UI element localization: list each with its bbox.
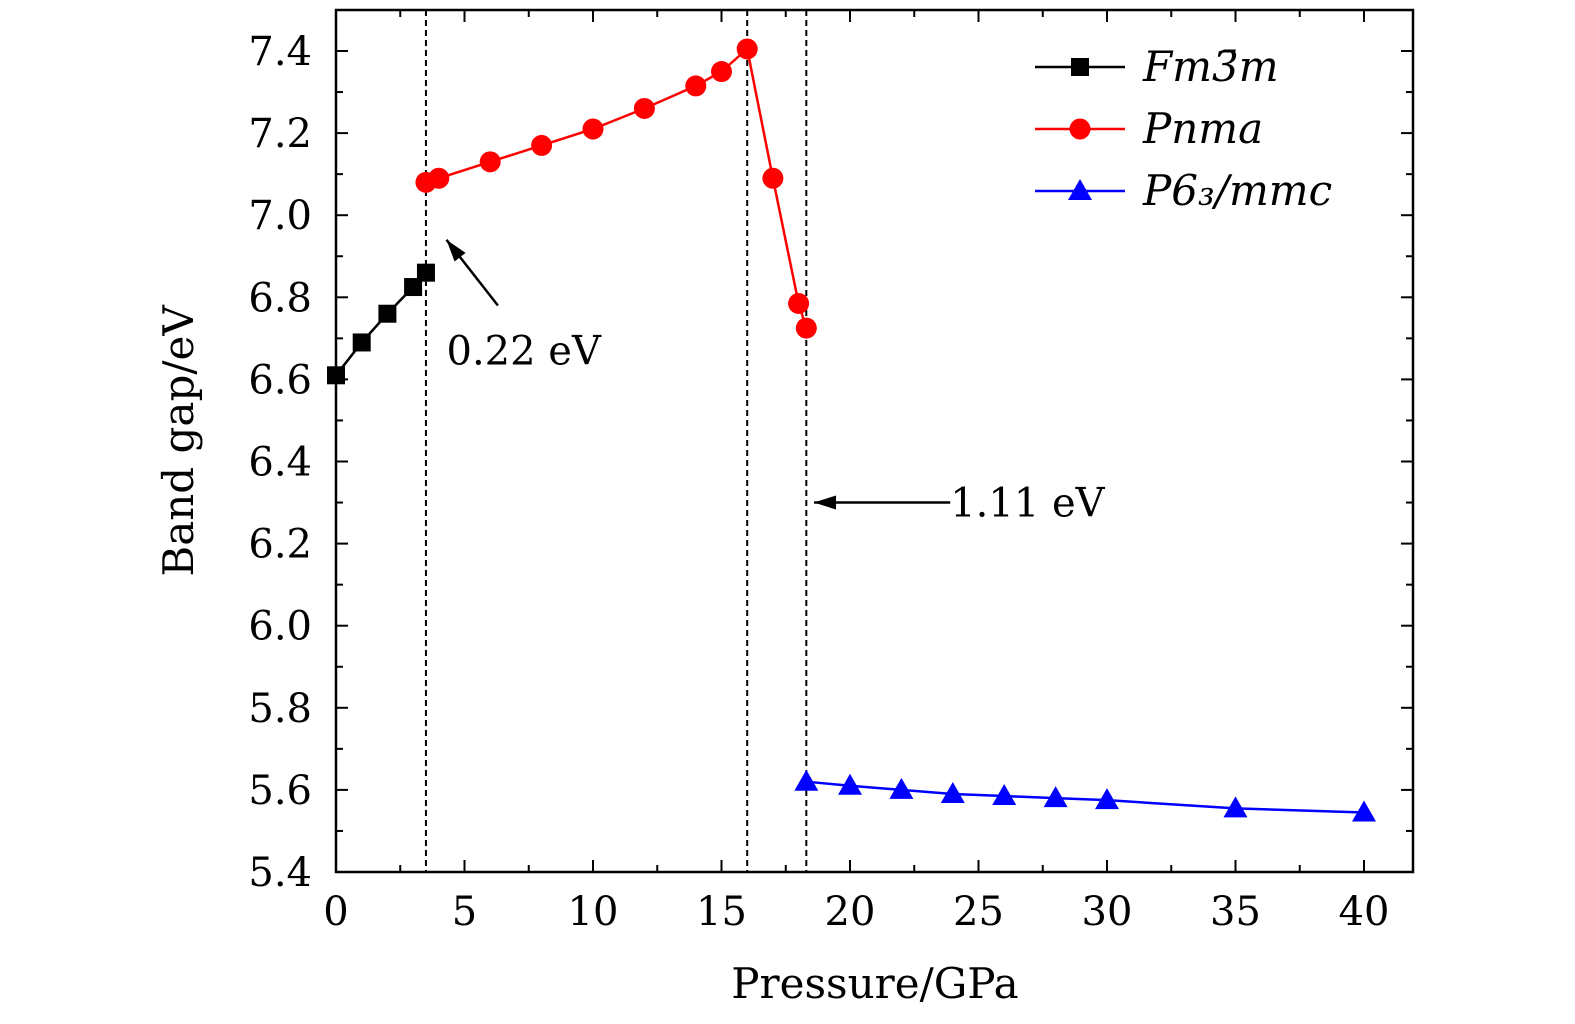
data-point (736, 38, 758, 60)
x-tick-label: 35 (1210, 889, 1261, 935)
legend-marker (1071, 58, 1089, 76)
x-tick-label: 15 (696, 889, 747, 935)
data-point (1095, 788, 1119, 810)
series-1 (415, 38, 817, 339)
y-tick-label: 5.8 (248, 686, 312, 732)
series-2 (794, 769, 1376, 822)
legend-label: P6₃/mmc (1142, 166, 1332, 215)
y-tick-label: 7.2 (248, 111, 312, 157)
data-point (794, 769, 819, 791)
annotation-arrow-head (814, 495, 837, 510)
x-tick-label: 25 (953, 889, 1004, 935)
data-point (479, 151, 501, 173)
data-point (404, 278, 423, 297)
data-point (633, 97, 655, 119)
y-tick-label: 5.4 (248, 850, 312, 896)
y-axis-ticks: 5.4 5.6 5.8 6.0 6.2 6.4 6.6 6.8 7.0 7.2 7.4 (248, 29, 1413, 896)
series-line (806, 780, 1365, 814)
data-point (531, 134, 553, 156)
data-point (762, 167, 784, 189)
data-point (992, 784, 1017, 806)
legend-marker (1068, 179, 1092, 200)
x-tick-label: 5 (452, 889, 477, 935)
y-axis-title: Band gap/eV (154, 305, 203, 577)
y-tick-label: 6.2 (248, 522, 312, 568)
data-point (378, 304, 397, 323)
legend: Fm3̄m Pnma P6₃/mmc (1035, 42, 1332, 215)
data-point (428, 167, 450, 189)
annotation-label: 1.11 eV (950, 481, 1105, 527)
y-tick-label: 6.4 (248, 440, 312, 486)
y-tick-label: 5.6 (248, 768, 312, 814)
data-point (582, 118, 604, 140)
phase-boundary-lines (424, 10, 808, 872)
data-point (940, 782, 965, 804)
annotations: 0.22 eV 1.11 eV (445, 239, 1106, 527)
annotation-label: 0.22 eV (447, 329, 602, 375)
data-point (889, 777, 914, 799)
annotation-arrow-head (446, 239, 466, 262)
data-point (711, 61, 732, 83)
x-tick-label: 40 (1339, 889, 1390, 935)
y-tick-label: 6.6 (248, 357, 312, 403)
data-point (685, 75, 707, 97)
x-tick-label: 10 (568, 889, 619, 935)
data-point (1352, 800, 1376, 822)
data-point (795, 317, 817, 339)
x-tick-label: 30 (1082, 889, 1133, 935)
x-axis-ticks: 0 5 10 15 20 25 30 35 40 (323, 10, 1389, 935)
x-tick-label: 20 (825, 889, 876, 935)
data-point (1043, 786, 1068, 808)
data-point (352, 333, 371, 352)
y-tick-label: 6.8 (248, 275, 312, 321)
x-tick-label: 0 (323, 889, 348, 935)
plot-frame (334, 8, 1415, 874)
data-point (838, 773, 862, 795)
plot-series (327, 38, 1376, 822)
legend-marker (1069, 118, 1091, 140)
x-axis-title: Pressure/GPa (731, 959, 1018, 1008)
legend-label: Pnma (1142, 104, 1263, 153)
data-point (788, 292, 810, 314)
data-point (416, 263, 435, 282)
y-tick-label: 6.0 (248, 604, 312, 650)
y-tick-label: 7.0 (248, 193, 312, 239)
series-0 (327, 263, 435, 385)
legend-label: Fm3̄m (1142, 42, 1279, 91)
y-tick-label: 7.4 (248, 29, 312, 75)
data-point (1223, 796, 1248, 818)
